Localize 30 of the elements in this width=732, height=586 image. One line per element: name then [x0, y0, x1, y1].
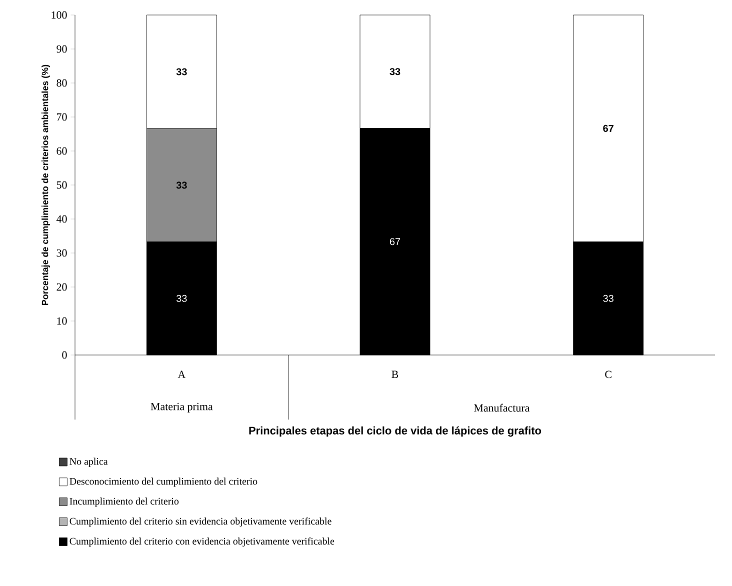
data-label: 33 [176, 182, 187, 189]
x-tick-label: A [178, 370, 186, 378]
y-tick-label: 10 [57, 317, 67, 325]
data-label: 33 [176, 68, 187, 76]
y-axis-title: Porcentaje de cumplimiento de criterios ambientales (%) [42, 64, 50, 305]
x-tick-label: B [392, 370, 398, 378]
y-tick-label: 90 [56, 45, 67, 53]
legend-label: Cumplimiento del criterio sin evidencia objetivamente verificable [70, 517, 332, 527]
y-tick-label: 0 [62, 351, 67, 359]
data-label: 67 [390, 238, 400, 246]
y-tick-label: 100 [52, 11, 67, 19]
data-label: 33 [603, 294, 614, 302]
y-tick-label: 30 [56, 249, 67, 257]
legend-label: Cumplimiento del criterio con evidencia objetivamente verificable [70, 537, 334, 547]
x-tick-label: C [605, 370, 612, 378]
data-label: 67 [603, 124, 614, 132]
y-tick-label: 80 [56, 79, 67, 87]
y-tick-label: 70 [56, 113, 67, 121]
text: Manufactura [474, 404, 530, 412]
y-tick-label: 40 [56, 215, 67, 223]
y-tick-label: 50 [56, 181, 67, 189]
data-label: 33 [390, 68, 400, 76]
x-axis-title: Principales etapas del ciclo de vida de lápices de grafito [249, 426, 542, 437]
legend-label: Incumplimiento del criterio [70, 498, 179, 507]
legend-label: No aplica [70, 458, 108, 467]
legend-label: Desconocimiento del cumplimiento del criterio [70, 478, 258, 487]
text: Materia prima [150, 402, 213, 412]
y-tick-label: 60 [56, 147, 67, 155]
y-tick-label: 20 [56, 283, 67, 291]
data-label: 33 [176, 294, 187, 302]
